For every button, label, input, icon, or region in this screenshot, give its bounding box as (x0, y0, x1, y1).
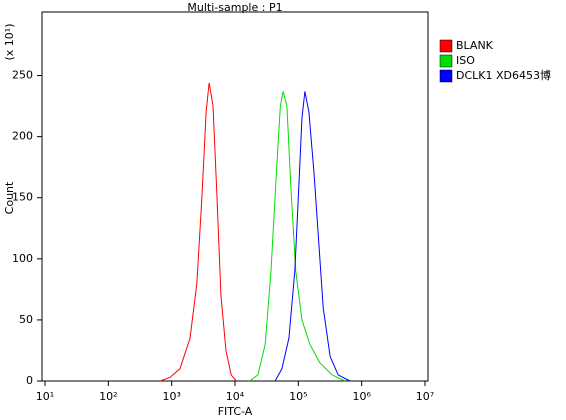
x-tick-label: 10³ (162, 390, 180, 403)
x-tick-label: 10² (99, 390, 117, 403)
y-tick-label: 50 (19, 313, 33, 326)
legend-swatch (439, 39, 453, 53)
x-tick-label: 10⁵ (289, 390, 307, 403)
y-tick-label: 150 (12, 191, 33, 204)
y-scale-note: (x 10¹) (3, 24, 16, 61)
x-axis-label: FITC-A (218, 405, 253, 418)
x-tick-label: 10⁶ (352, 390, 371, 403)
legend-label: ISO (456, 54, 475, 67)
y-tick-label: 250 (12, 69, 33, 82)
histogram-line (160, 82, 237, 382)
plot-frame (41, 11, 429, 382)
histogram-line (274, 91, 351, 382)
histogram-line (249, 91, 346, 382)
y-axis-label: Count (3, 181, 16, 214)
chart-title: Multi-sample : P1 (187, 1, 282, 14)
legend-swatch (439, 69, 453, 83)
legend-label: BLANK (456, 39, 494, 52)
y-tick-label: 100 (12, 252, 33, 265)
x-tick-label: 10⁴ (226, 390, 245, 403)
y-tick-label: 0 (26, 374, 33, 387)
x-tick-label: 10¹ (36, 390, 54, 403)
legend-swatch (439, 54, 453, 68)
x-tick-label: 10⁷ (416, 390, 434, 403)
legend-label: DCLK1 XD6453博 (456, 69, 551, 82)
y-tick-label: 200 (12, 130, 33, 143)
